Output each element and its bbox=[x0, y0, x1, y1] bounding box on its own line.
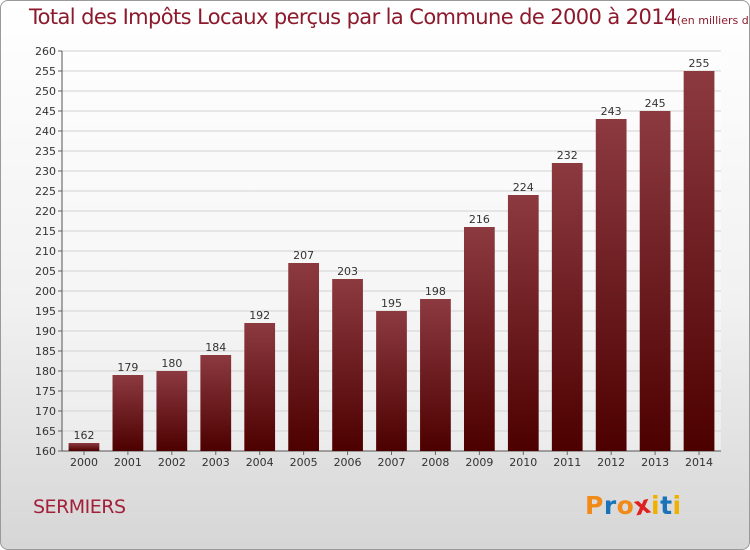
bars bbox=[68, 71, 715, 451]
x-tick-label-2002: 2002 bbox=[158, 456, 186, 469]
value-label-2009: 216 bbox=[469, 213, 490, 226]
bar-2001 bbox=[112, 375, 144, 451]
bar-2013 bbox=[639, 111, 671, 451]
y-tick-label: 200 bbox=[35, 285, 56, 298]
bar-2003 bbox=[200, 355, 232, 451]
labels: 160 165 170 175 180 185 190 195 200 205 210 215 220 2… bbox=[35, 45, 713, 469]
y-tick-label: 180 bbox=[35, 365, 56, 378]
y-tick-label: 225 bbox=[35, 185, 56, 198]
x-tick-label-2014: 2014 bbox=[685, 456, 713, 469]
y-tick-label: 260 bbox=[35, 45, 56, 58]
y-tick-label: 230 bbox=[35, 165, 56, 178]
value-label-2002: 180 bbox=[161, 357, 182, 370]
value-label-2005: 207 bbox=[293, 249, 314, 262]
value-label-2012: 243 bbox=[601, 105, 622, 118]
bar-2014 bbox=[683, 71, 715, 451]
x-tick-label-2013: 2013 bbox=[641, 456, 669, 469]
logo-letter: o bbox=[616, 491, 635, 520]
value-label-2008: 198 bbox=[425, 285, 446, 298]
y-tick-label: 235 bbox=[35, 145, 56, 158]
bar-2007 bbox=[376, 311, 407, 451]
x-tick-label-2006: 2006 bbox=[334, 456, 362, 469]
y-tick-label: 255 bbox=[35, 65, 56, 78]
y-tick-label: 245 bbox=[35, 105, 56, 118]
y-tick-label: 195 bbox=[35, 305, 56, 318]
chart-title-text: Total des Impôts Locaux perçus par la Co… bbox=[29, 5, 677, 29]
x-tick-label-2011: 2011 bbox=[553, 456, 581, 469]
bar-2002 bbox=[156, 371, 188, 451]
value-label-2004: 192 bbox=[249, 309, 270, 322]
value-label-2014: 255 bbox=[689, 57, 710, 70]
bar-2010 bbox=[507, 195, 539, 451]
y-tick-label: 165 bbox=[35, 425, 56, 438]
chart-title: Total des Impôts Locaux perçus par la Co… bbox=[29, 5, 749, 29]
logo-letter: t bbox=[660, 491, 673, 520]
y-tick-label: 210 bbox=[35, 245, 56, 258]
y-tick-label: 185 bbox=[35, 345, 56, 358]
value-label-2011: 232 bbox=[557, 149, 578, 162]
y-tick-label: 160 bbox=[35, 445, 56, 458]
bar-2008 bbox=[420, 299, 451, 451]
value-label-2006: 203 bbox=[337, 265, 358, 278]
logo-letter: P bbox=[585, 491, 604, 520]
x-tick-label-2000: 2000 bbox=[70, 456, 98, 469]
value-label-2010: 224 bbox=[513, 181, 534, 194]
value-label-2007: 195 bbox=[381, 297, 402, 310]
x-tick-label-2003: 2003 bbox=[202, 456, 230, 469]
value-label-2003: 184 bbox=[205, 341, 226, 354]
y-tick-label: 175 bbox=[35, 385, 56, 398]
chart-unit: (en milliers d'€) bbox=[676, 14, 749, 27]
x-tick-label-2004: 2004 bbox=[246, 456, 274, 469]
bar-2005 bbox=[288, 263, 320, 451]
x-tick-label-2005: 2005 bbox=[290, 456, 318, 469]
bar-2009 bbox=[463, 227, 495, 451]
value-label-2000: 162 bbox=[73, 429, 94, 442]
x-tick-label-2007: 2007 bbox=[378, 456, 406, 469]
bar-2006 bbox=[332, 279, 363, 451]
y-tick-label: 250 bbox=[35, 85, 56, 98]
commune-name: SERMIERS bbox=[33, 496, 126, 518]
bar-2004 bbox=[244, 323, 276, 451]
bar-2011 bbox=[551, 163, 583, 451]
x-tick-label-2009: 2009 bbox=[465, 456, 493, 469]
x-tick-label-2012: 2012 bbox=[597, 456, 625, 469]
y-tick-label: 215 bbox=[35, 225, 56, 238]
x-tick-label-2010: 2010 bbox=[509, 456, 537, 469]
y-tick-label: 240 bbox=[35, 125, 56, 138]
y-tick-label: 220 bbox=[35, 205, 56, 218]
y-tick-label: 205 bbox=[35, 265, 56, 278]
bar-2000 bbox=[68, 443, 100, 451]
logo-letter: r bbox=[603, 491, 617, 520]
y-tick-label: 190 bbox=[35, 325, 56, 338]
x-tick-label-2008: 2008 bbox=[421, 456, 449, 469]
value-label-2013: 245 bbox=[645, 97, 666, 110]
value-label-2001: 179 bbox=[117, 361, 138, 374]
logo-letter: i bbox=[672, 491, 682, 520]
x-tick-label-2001: 2001 bbox=[114, 456, 142, 469]
bar-2012 bbox=[595, 119, 627, 451]
proxiti-logo: Proxiti bbox=[585, 490, 682, 522]
y-tick-label: 170 bbox=[35, 405, 56, 418]
logo-letter: i bbox=[651, 491, 661, 520]
